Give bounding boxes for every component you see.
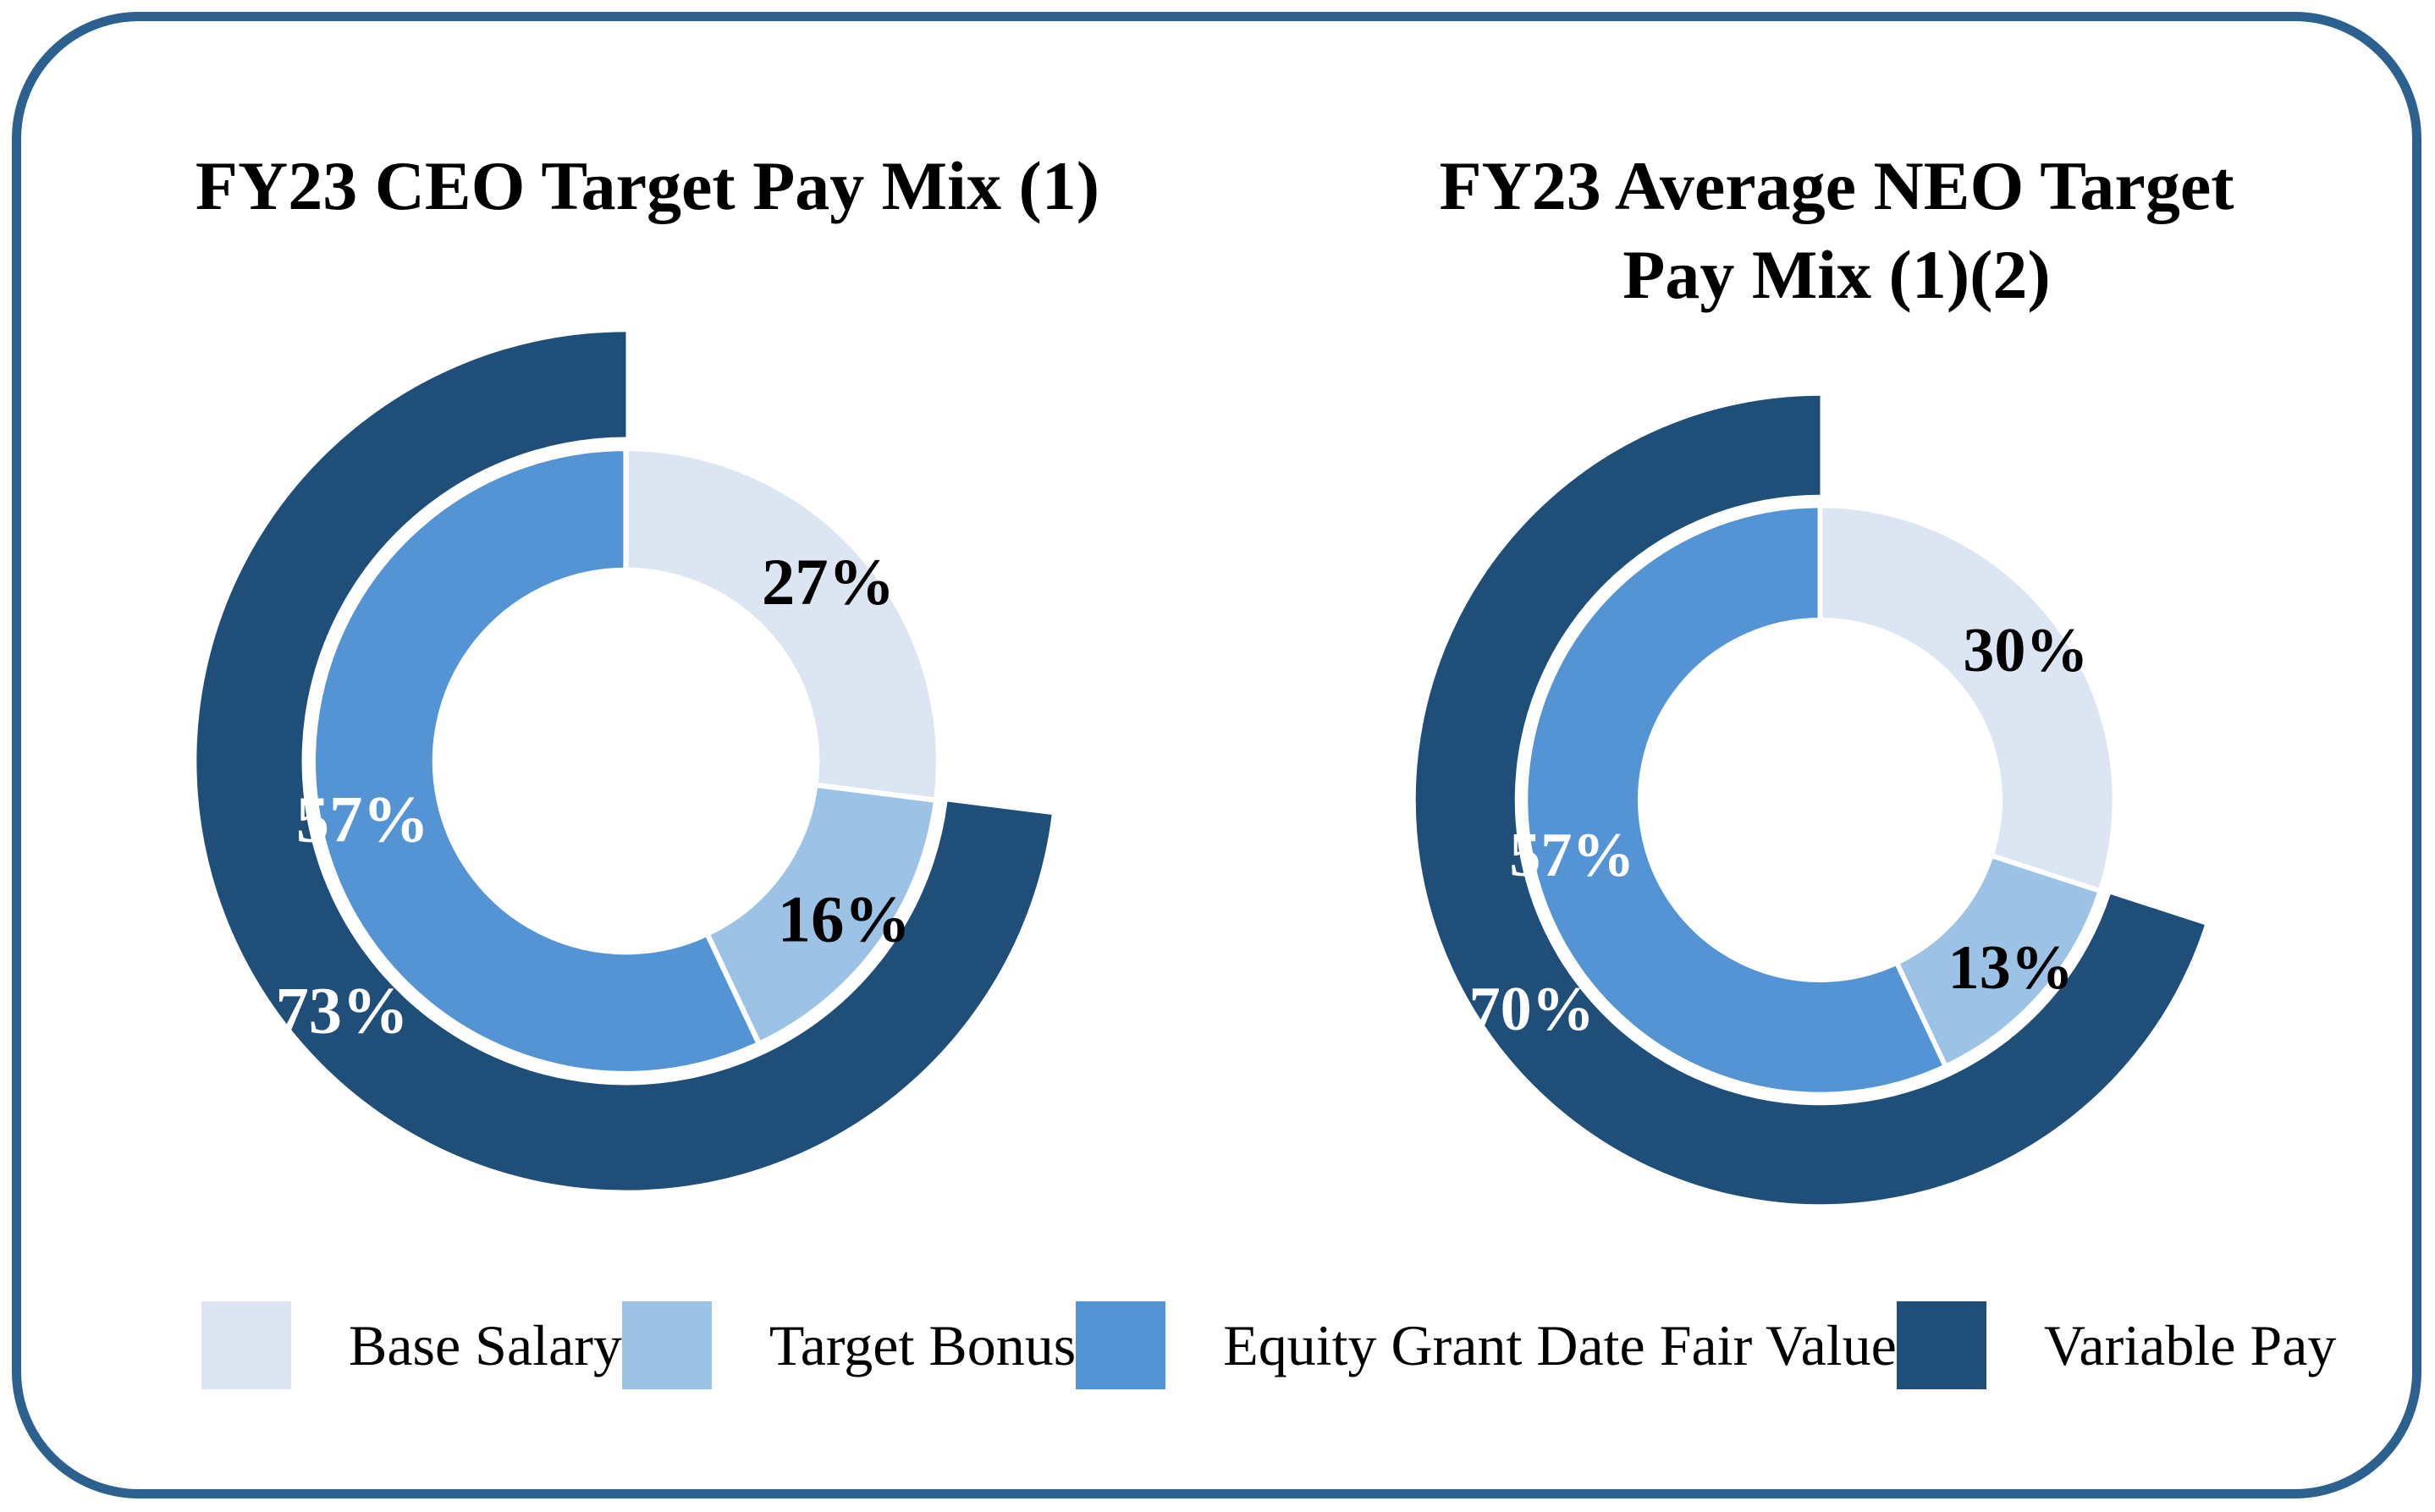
neo-donut-chart: 70% 30% 13% 57% — [1415, 395, 2205, 1205]
ceo-chart-title: FY23 CEO Target Pay Mix (1) — [195, 147, 1100, 224]
segment-pct-label: 57% — [296, 783, 429, 857]
equity-swatch — [1076, 1301, 1166, 1389]
inner-donut-segment — [1523, 503, 1949, 1097]
segment-pct-label: 13% — [1948, 933, 2074, 1003]
inner-donut-segment — [623, 445, 942, 804]
legend-label: Variable Pay — [2043, 1312, 2337, 1377]
segment-pct-label: 30% — [1963, 616, 2088, 685]
legend-item-base-salary: Base Salary — [201, 1301, 622, 1389]
inner-donut-segment — [310, 445, 763, 1077]
neo-chart-title: FY23 Average NEO Target Pay Mix (1)(2) — [1439, 147, 2234, 313]
legend-label: Equity Grant Date Fair Value — [1223, 1312, 1897, 1377]
inner-donut-segment — [703, 782, 939, 1047]
legend-label: Target Bonus — [769, 1312, 1077, 1377]
base-salary-swatch — [201, 1301, 291, 1389]
legend-item-equity: Equity Grant Date Fair Value — [1076, 1301, 1897, 1389]
inner-donut-segment — [1817, 503, 2118, 894]
target-bonus-swatch — [621, 1301, 712, 1389]
ceo-donut-chart: 73% 27% 16% 57% — [196, 332, 1052, 1190]
legend: Base Salary Target Bonus Equity Grant Da… — [201, 1301, 2336, 1389]
segment-pct-label: 16% — [778, 882, 911, 956]
legend-item-variable-pay: Variable Pay — [1896, 1301, 2337, 1389]
legend-label: Base Salary — [349, 1312, 622, 1377]
variable-pay-pct-label: 73% — [275, 975, 408, 1048]
segment-pct-label: 57% — [1509, 821, 1634, 890]
segment-pct-label: 27% — [762, 546, 895, 619]
variable-pay-swatch — [1896, 1301, 1986, 1389]
legend-item-target-bonus: Target Bonus — [621, 1301, 1077, 1389]
variable-pay-pct-label: 70% — [1469, 975, 1595, 1044]
